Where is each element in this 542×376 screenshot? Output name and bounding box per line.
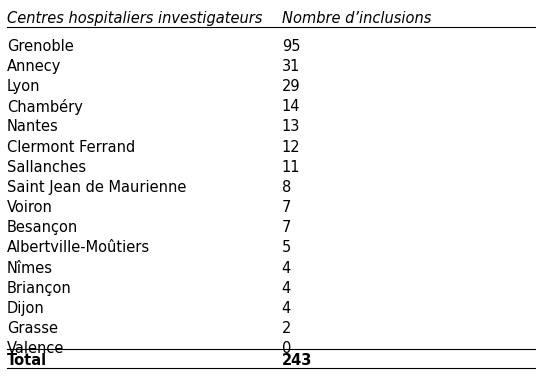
Text: Lyon: Lyon <box>7 79 40 94</box>
Text: 7: 7 <box>282 220 291 235</box>
Text: 8: 8 <box>282 180 291 195</box>
Text: 0: 0 <box>282 341 291 356</box>
Text: Albertville-Moûtiers: Albertville-Moûtiers <box>7 240 150 255</box>
Text: Total: Total <box>7 353 47 368</box>
Text: 11: 11 <box>282 160 300 175</box>
Text: Besançon: Besançon <box>7 220 78 235</box>
Text: 4: 4 <box>282 301 291 316</box>
Text: 243: 243 <box>282 353 312 368</box>
Text: Clermont Ferrand: Clermont Ferrand <box>7 139 135 155</box>
Text: Chambéry: Chambéry <box>7 99 83 115</box>
Text: 4: 4 <box>282 261 291 276</box>
Text: Nîmes: Nîmes <box>7 261 53 276</box>
Text: Centres hospitaliers investigateurs: Centres hospitaliers investigateurs <box>7 11 262 26</box>
Text: 2: 2 <box>282 321 291 336</box>
Text: Grenoble: Grenoble <box>7 39 74 54</box>
Text: 31: 31 <box>282 59 300 74</box>
Text: Voiron: Voiron <box>7 200 53 215</box>
Text: Saint Jean de Maurienne: Saint Jean de Maurienne <box>7 180 186 195</box>
Text: 14: 14 <box>282 99 300 114</box>
Text: Valence: Valence <box>7 341 64 356</box>
Text: 12: 12 <box>282 139 300 155</box>
Text: Dijon: Dijon <box>7 301 44 316</box>
Text: Grasse: Grasse <box>7 321 58 336</box>
Text: Nantes: Nantes <box>7 120 59 135</box>
Text: 4: 4 <box>282 281 291 296</box>
Text: 7: 7 <box>282 200 291 215</box>
Text: Annecy: Annecy <box>7 59 61 74</box>
Text: 5: 5 <box>282 240 291 255</box>
Text: 95: 95 <box>282 39 300 54</box>
Text: 13: 13 <box>282 120 300 135</box>
Text: Nombre d’inclusions: Nombre d’inclusions <box>282 11 431 26</box>
Text: Sallanches: Sallanches <box>7 160 86 175</box>
Text: 29: 29 <box>282 79 300 94</box>
Text: Briançon: Briançon <box>7 281 72 296</box>
